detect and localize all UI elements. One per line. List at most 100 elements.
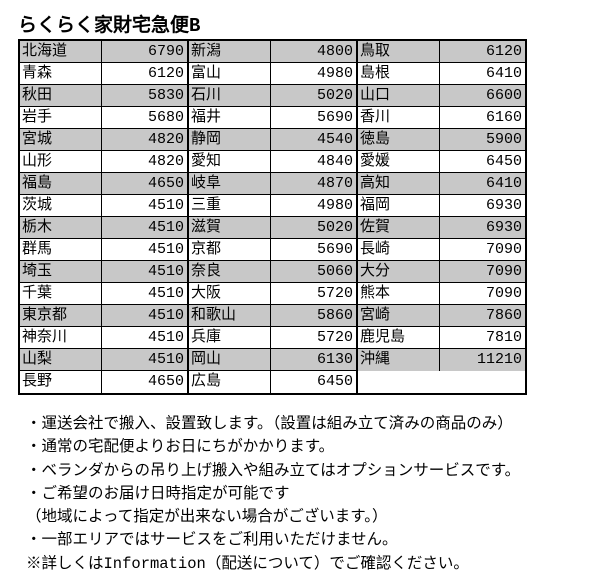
prefecture-cell: 青森 bbox=[20, 63, 102, 84]
prefecture-cell: 東京都 bbox=[20, 305, 102, 326]
table-row: 島根6410 bbox=[358, 63, 525, 85]
price-cell: 5860 bbox=[271, 305, 356, 326]
prefecture-cell: 岩手 bbox=[20, 107, 102, 128]
note-line: ※詳しくはInformation（配送について）でご確認ください。 bbox=[26, 553, 582, 576]
prefecture-cell: 山梨 bbox=[20, 349, 102, 370]
table-row: 静岡4540 bbox=[189, 129, 356, 151]
price-cell: 5020 bbox=[271, 85, 356, 106]
table-row: 和歌山5860 bbox=[189, 305, 356, 327]
prefecture-cell: 大阪 bbox=[189, 283, 271, 304]
prefecture-cell: 大分 bbox=[358, 261, 440, 282]
notes-section: ・運送会社で搬入、設置致します。（設置は組み立て済みの商品のみ）・通常の宅配便よ… bbox=[18, 413, 582, 576]
prefecture-cell: 茨城 bbox=[20, 195, 102, 216]
price-cell: 5900 bbox=[440, 129, 525, 150]
table-row: 高知6410 bbox=[358, 173, 525, 195]
prefecture-cell: 富山 bbox=[189, 63, 271, 84]
table-row: 山梨4510 bbox=[20, 349, 187, 371]
price-cell: 5060 bbox=[271, 261, 356, 282]
price-cell: 11210 bbox=[440, 349, 525, 371]
table-row: 兵庫5720 bbox=[189, 327, 356, 349]
table-row: 山口6600 bbox=[358, 85, 525, 107]
prefecture-cell: 秋田 bbox=[20, 85, 102, 106]
price-cell: 4650 bbox=[102, 371, 187, 393]
table-row: 岐阜4870 bbox=[189, 173, 356, 195]
table-row: 石川5020 bbox=[189, 85, 356, 107]
prefecture-cell: 島根 bbox=[358, 63, 440, 84]
prefecture-cell: 兵庫 bbox=[189, 327, 271, 348]
prefecture-cell: 香川 bbox=[358, 107, 440, 128]
table-row: 秋田5830 bbox=[20, 85, 187, 107]
prefecture-cell: 岡山 bbox=[189, 349, 271, 370]
price-cell: 4510 bbox=[102, 327, 187, 348]
prefecture-cell: 滋賀 bbox=[189, 217, 271, 238]
price-cell: 6160 bbox=[440, 107, 525, 128]
table-row: 熊本7090 bbox=[358, 283, 525, 305]
note-line: ・ご希望のお届け日時指定が可能です bbox=[26, 483, 582, 506]
table-row: 徳島5900 bbox=[358, 129, 525, 151]
price-cell: 7090 bbox=[440, 283, 525, 304]
table-row: 福島4650 bbox=[20, 173, 187, 195]
price-table: 北海道6790青森6120秋田5830岩手5680宮城4820山形4820福島4… bbox=[18, 39, 582, 395]
price-cell: 6600 bbox=[440, 85, 525, 106]
price-cell: 6130 bbox=[271, 349, 356, 370]
price-cell: 4840 bbox=[271, 151, 356, 172]
prefecture-cell: 神奈川 bbox=[20, 327, 102, 348]
price-cell: 6410 bbox=[440, 173, 525, 194]
price-cell: 4510 bbox=[102, 283, 187, 304]
price-cell: 5680 bbox=[102, 107, 187, 128]
prefecture-cell: 宮崎 bbox=[358, 305, 440, 326]
prefecture-cell: 千葉 bbox=[20, 283, 102, 304]
prefecture-cell: 高知 bbox=[358, 173, 440, 194]
prefecture-cell: 群馬 bbox=[20, 239, 102, 260]
note-line: ・運送会社で搬入、設置致します。（設置は組み立て済みの商品のみ） bbox=[26, 413, 582, 436]
table-column: 北海道6790青森6120秋田5830岩手5680宮城4820山形4820福島4… bbox=[18, 39, 189, 395]
prefecture-cell: 三重 bbox=[189, 195, 271, 216]
price-cell: 4510 bbox=[102, 195, 187, 216]
price-cell: 6450 bbox=[271, 371, 356, 393]
prefecture-cell: 埼玉 bbox=[20, 261, 102, 282]
prefecture-cell: 山口 bbox=[358, 85, 440, 106]
table-row: 東京都4510 bbox=[20, 305, 187, 327]
prefecture-cell: 福岡 bbox=[358, 195, 440, 216]
price-cell: 5690 bbox=[271, 239, 356, 260]
price-cell: 7090 bbox=[440, 239, 525, 260]
table-row: 千葉4510 bbox=[20, 283, 187, 305]
prefecture-cell: 沖縄 bbox=[358, 349, 440, 371]
price-cell: 5720 bbox=[271, 283, 356, 304]
table-row: 沖縄11210 bbox=[358, 349, 525, 371]
prefecture-cell: 山形 bbox=[20, 151, 102, 172]
table-row: 鹿児島7810 bbox=[358, 327, 525, 349]
prefecture-cell: 愛知 bbox=[189, 151, 271, 172]
price-cell: 4980 bbox=[271, 195, 356, 216]
table-column: 新潟4800富山4980石川5020福井5690静岡4540愛知4840岐阜48… bbox=[189, 39, 358, 395]
prefecture-cell: 岐阜 bbox=[189, 173, 271, 194]
prefecture-cell: 熊本 bbox=[358, 283, 440, 304]
price-cell: 6450 bbox=[440, 151, 525, 172]
price-cell: 6790 bbox=[102, 41, 187, 62]
table-row: 大分7090 bbox=[358, 261, 525, 283]
prefecture-cell: 栃木 bbox=[20, 217, 102, 238]
price-cell: 4980 bbox=[271, 63, 356, 84]
prefecture-cell: 新潟 bbox=[189, 41, 271, 62]
price-cell: 4650 bbox=[102, 173, 187, 194]
table-row: 栃木4510 bbox=[20, 217, 187, 239]
table-row: 福岡6930 bbox=[358, 195, 525, 217]
price-cell: 5830 bbox=[102, 85, 187, 106]
price-cell: 7810 bbox=[440, 327, 525, 348]
price-cell: 4820 bbox=[102, 151, 187, 172]
table-row: 佐賀6930 bbox=[358, 217, 525, 239]
prefecture-cell: 長野 bbox=[20, 371, 102, 393]
price-cell: 5720 bbox=[271, 327, 356, 348]
price-cell: 6120 bbox=[102, 63, 187, 84]
table-row: 北海道6790 bbox=[20, 41, 187, 63]
price-cell: 4870 bbox=[271, 173, 356, 194]
table-row: 宮城4820 bbox=[20, 129, 187, 151]
price-cell: 4800 bbox=[271, 41, 356, 62]
note-line: ・一部エリアではサービスをご利用いただけません。 bbox=[26, 529, 582, 552]
table-row: 大阪5720 bbox=[189, 283, 356, 305]
price-cell: 5690 bbox=[271, 107, 356, 128]
prefecture-cell: 徳島 bbox=[358, 129, 440, 150]
table-row: 愛媛6450 bbox=[358, 151, 525, 173]
table-row: 群馬4510 bbox=[20, 239, 187, 261]
table-row: 愛知4840 bbox=[189, 151, 356, 173]
